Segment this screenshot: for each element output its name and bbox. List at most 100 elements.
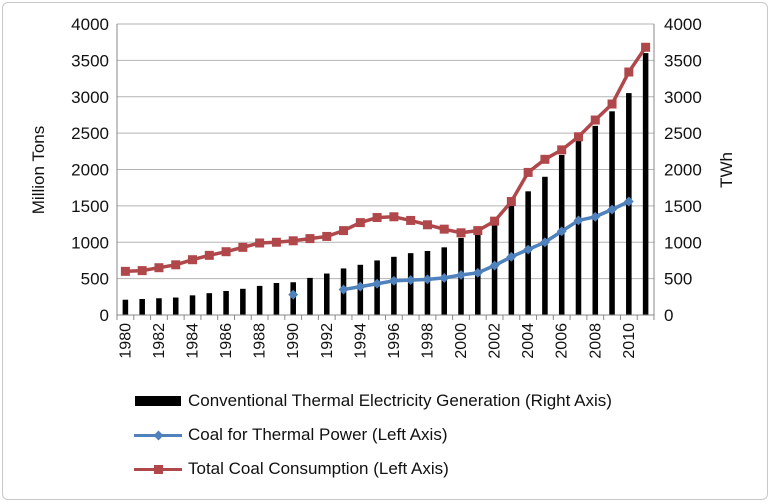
data-point <box>255 238 265 248</box>
data-point <box>137 266 147 276</box>
data-point <box>271 237 281 247</box>
x-tick-label: 1990 <box>285 323 302 359</box>
bar <box>122 299 129 315</box>
data-point <box>372 213 382 223</box>
data-point <box>406 215 416 225</box>
x-tick-label: 1994 <box>352 323 369 359</box>
data-point <box>120 266 130 276</box>
y-tick-label-right: 4000 <box>664 15 702 34</box>
legend-bar-swatch <box>132 391 184 411</box>
x-tick-label: 2006 <box>554 323 571 359</box>
x-tick-label: 1998 <box>419 323 436 359</box>
legend-item-thermal-coal: Coal for Thermal Power (Left Axis) <box>132 418 612 452</box>
data-point <box>539 237 550 248</box>
bar <box>240 288 246 315</box>
data-point <box>490 216 500 226</box>
bar <box>391 256 397 315</box>
x-tick-label: 1996 <box>386 323 403 359</box>
data-point <box>607 99 617 109</box>
data-point <box>456 228 466 238</box>
legend: Conventional Thermal Electricity Generat… <box>132 384 612 486</box>
y-tick-label-right: 0 <box>664 306 673 325</box>
data-point <box>506 197 516 207</box>
data-point <box>422 220 432 230</box>
data-point <box>523 167 533 177</box>
y-tick-label-left: 3000 <box>71 88 109 107</box>
y-tick-label-left: 2000 <box>71 161 109 180</box>
legend-item-generation: Conventional Thermal Electricity Generat… <box>132 384 612 418</box>
y-tick-label-left: 1000 <box>71 233 109 252</box>
y-tick-label-left: 0 <box>100 306 109 325</box>
data-point <box>590 211 601 222</box>
data-point <box>405 275 416 286</box>
legend-label-total-coal: Total Coal Consumption (Left Axis) <box>188 459 449 478</box>
x-tick-label: 1980 <box>117 323 134 359</box>
x-tick-label: 2000 <box>453 323 470 359</box>
data-point <box>573 215 584 226</box>
data-point <box>171 260 181 270</box>
data-point <box>473 226 483 236</box>
data-point <box>355 281 366 292</box>
y-tick-label-left: 4000 <box>71 15 109 34</box>
data-point <box>338 284 349 295</box>
x-tick-label: 1982 <box>151 323 168 359</box>
data-point <box>439 224 449 234</box>
data-point <box>372 278 383 289</box>
data-point <box>389 212 399 222</box>
bar <box>323 273 330 315</box>
x-tick-label: 2010 <box>621 323 638 359</box>
y-tick-label-left: 1500 <box>71 197 109 216</box>
data-point <box>339 226 349 236</box>
bar <box>206 293 213 315</box>
data-point <box>506 251 517 262</box>
data-point <box>573 132 583 142</box>
data-point <box>154 263 164 273</box>
bar-series-generation <box>122 53 649 315</box>
legend-line-swatch-thermal <box>132 425 184 445</box>
grid <box>117 23 654 280</box>
data-point <box>288 289 299 300</box>
bar <box>189 295 196 315</box>
bar <box>223 290 229 315</box>
bar <box>172 297 179 315</box>
x-tick-label: 2008 <box>587 323 604 359</box>
bar <box>575 140 582 315</box>
bar <box>139 298 145 315</box>
data-point <box>355 218 365 228</box>
data-point <box>472 267 483 278</box>
y-tick-label-right: 3500 <box>664 51 702 70</box>
series-line-segment <box>509 170 530 204</box>
y-axis-label-right: TWh <box>717 152 736 188</box>
data-point <box>556 226 567 237</box>
data-point <box>540 154 550 164</box>
data-point <box>523 244 534 255</box>
x-tick-label: 2004 <box>520 323 537 359</box>
bar <box>256 285 263 315</box>
y-tick-label-left: 500 <box>81 270 109 289</box>
data-point <box>641 42 651 52</box>
data-point <box>305 234 315 244</box>
y-tick-label-right: 2500 <box>664 124 702 143</box>
bar <box>307 277 313 315</box>
x-tick-label: 1988 <box>252 323 269 359</box>
axes: 0 500 1000 1500 2000 2500 3000 3500 4000 0 500 1000… <box>71 15 702 359</box>
legend-label-thermal-coal: Coal for Thermal Power (Left Axis) <box>188 425 448 444</box>
x-tick-label: 1992 <box>319 323 336 359</box>
legend-label-generation: Conventional Thermal Electricity Generat… <box>188 391 612 410</box>
bar <box>273 282 280 315</box>
data-point <box>590 115 600 125</box>
data-point <box>624 67 634 77</box>
data-point <box>221 247 231 257</box>
data-point <box>288 236 298 246</box>
data-point <box>439 272 450 283</box>
y-tick-label-right: 500 <box>664 270 692 289</box>
data-point <box>489 260 500 271</box>
x-tick-label: 2002 <box>487 323 504 359</box>
data-point <box>607 204 617 215</box>
data-point <box>422 274 433 285</box>
data-point <box>204 250 214 260</box>
y-tick-label-right: 2000 <box>664 161 702 180</box>
data-point <box>388 275 399 286</box>
